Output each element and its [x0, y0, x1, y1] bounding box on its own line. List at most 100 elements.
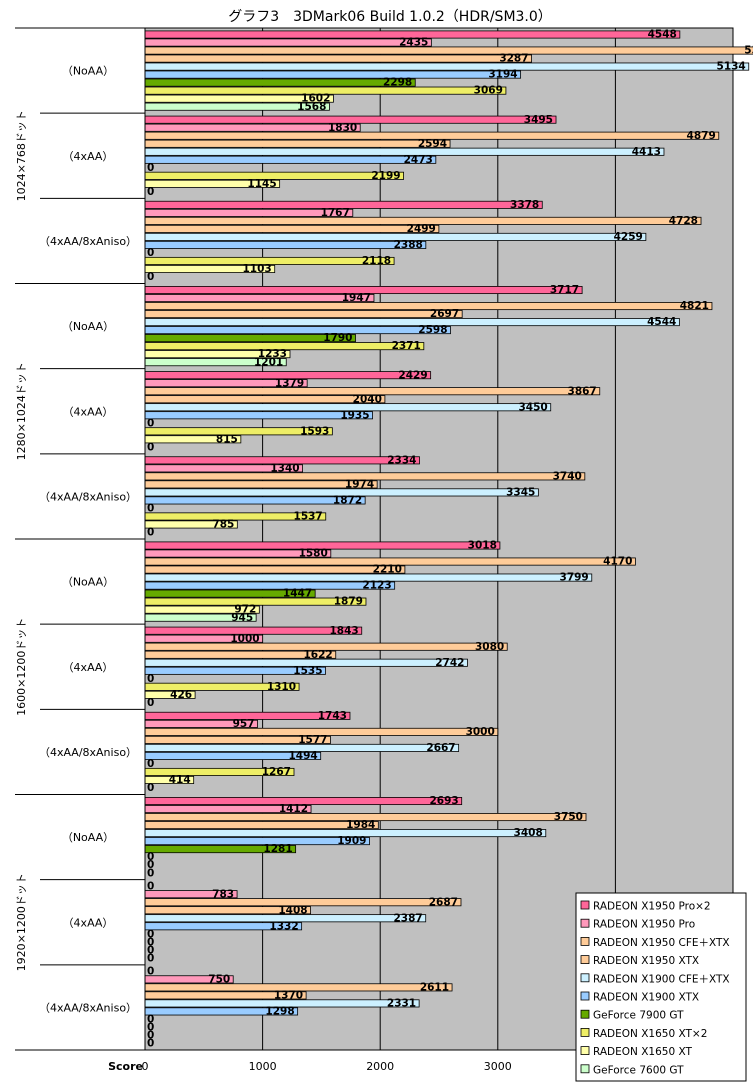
legend-label: RADEON X1900 CFE＋XTX: [593, 973, 730, 985]
data-label: 1843: [330, 625, 359, 637]
data-label: 3378: [510, 199, 539, 211]
data-label: 1568: [297, 101, 326, 113]
data-label: 4413: [632, 146, 661, 158]
data-label: 1790: [323, 332, 352, 344]
data-label: 2040: [353, 393, 382, 405]
bar: [144, 411, 373, 420]
data-label: 1494: [288, 750, 317, 762]
data-label: 2693: [429, 795, 458, 807]
data-label: 750: [208, 973, 230, 985]
data-label: 0: [147, 1038, 154, 1050]
data-label: 1145: [247, 178, 276, 190]
data-label: 0: [147, 271, 154, 283]
data-label: 0: [147, 527, 154, 539]
data-label: 1872: [333, 495, 362, 507]
data-label: 2598: [418, 324, 447, 336]
data-label: 414: [169, 774, 191, 786]
data-label: 1103: [242, 263, 271, 275]
group-label: （4xAA/8xAniso）: [39, 746, 137, 759]
data-label: 1332: [269, 920, 298, 932]
data-label: 0: [147, 162, 154, 174]
data-label: 2687: [429, 896, 458, 908]
bar: [144, 54, 532, 63]
data-label: 1000: [230, 633, 259, 645]
data-label: 957: [233, 718, 255, 730]
data-label: 3080: [475, 641, 504, 653]
data-label: 0: [147, 1022, 154, 1034]
data-label: 3799: [560, 572, 589, 584]
bar: [144, 240, 427, 249]
legend-swatch: [580, 1064, 590, 1074]
bar: [144, 326, 451, 335]
legend-swatch: [580, 1009, 590, 1019]
data-label: 2388: [394, 239, 423, 251]
data-label: 0: [147, 965, 154, 977]
data-label: 3345: [506, 487, 535, 499]
bar: [144, 224, 440, 233]
group-label: （4xAA）: [63, 916, 114, 929]
data-label: 4879: [687, 130, 716, 142]
data-label: 1974: [345, 478, 374, 490]
data-label: 1743: [318, 710, 347, 722]
data-label: 1447: [283, 588, 312, 600]
data-label: 785: [212, 519, 234, 531]
data-label: 0: [147, 782, 154, 794]
data-label: 1537: [294, 511, 323, 523]
data-label: 4728: [669, 215, 698, 227]
data-label: 0: [147, 952, 154, 964]
data-label: 2435: [399, 37, 428, 49]
bar: [144, 395, 386, 404]
data-label: 4548: [648, 29, 677, 41]
data-label: 0: [147, 1014, 154, 1026]
data-label: 1267: [262, 766, 291, 778]
data-label: 1340: [270, 462, 299, 474]
data-label: 1201: [254, 356, 283, 368]
data-label: 0: [147, 697, 154, 709]
legend-label: RADEON X1950 XTX: [593, 955, 699, 967]
data-label: 1370: [274, 989, 303, 1001]
bar: [144, 565, 406, 574]
data-label: 4821: [680, 300, 709, 312]
data-label: 2371: [392, 340, 421, 352]
data-label: 0: [147, 441, 154, 453]
data-label: 0: [147, 928, 154, 940]
plot-background: [144, 27, 734, 1051]
legend-swatch: [580, 937, 590, 946]
data-label: 2473: [404, 154, 433, 166]
bar: [144, 480, 378, 489]
data-label: 1622: [304, 649, 333, 661]
data-label: 1947: [342, 292, 371, 304]
data-label: 4170: [603, 556, 632, 568]
data-label: 0: [147, 944, 154, 956]
data-label: 1412: [279, 803, 308, 815]
bar: [144, 821, 379, 830]
data-label: 1602: [301, 93, 330, 105]
data-label: 4259: [614, 231, 643, 243]
group-label: （4xAA）: [63, 150, 114, 163]
x-axis: 01000200030004000Score: [15, 27, 629, 1073]
data-label: 1379: [275, 377, 304, 389]
group-label: （NoAA）: [62, 831, 114, 844]
data-label: 1879: [334, 596, 363, 608]
data-label: 1281: [263, 843, 292, 855]
legend-swatch: [580, 918, 590, 928]
data-label: 0: [147, 859, 154, 871]
legend-label: GeForce 7900 GT: [593, 1010, 684, 1022]
data-label: 0: [147, 758, 154, 770]
bar: [144, 581, 396, 590]
data-label: 0: [147, 851, 154, 863]
bar: [144, 38, 432, 47]
data-label: 2298: [383, 77, 412, 89]
x-tick-label: 0: [142, 1060, 149, 1073]
bar: [144, 837, 370, 846]
data-label: 0: [147, 186, 154, 198]
legend-swatch: [580, 900, 590, 910]
bar: [144, 70, 522, 79]
data-label: 3000: [466, 726, 495, 738]
data-label: 5370: [744, 45, 753, 57]
data-label: 815: [216, 433, 238, 445]
category-labels: 1024×768ドット （NoAA） （4xAA） （4xAA/8xAniso） 128…: [15, 65, 137, 1015]
data-label: 0: [147, 417, 154, 429]
data-label: 1984: [346, 819, 375, 831]
